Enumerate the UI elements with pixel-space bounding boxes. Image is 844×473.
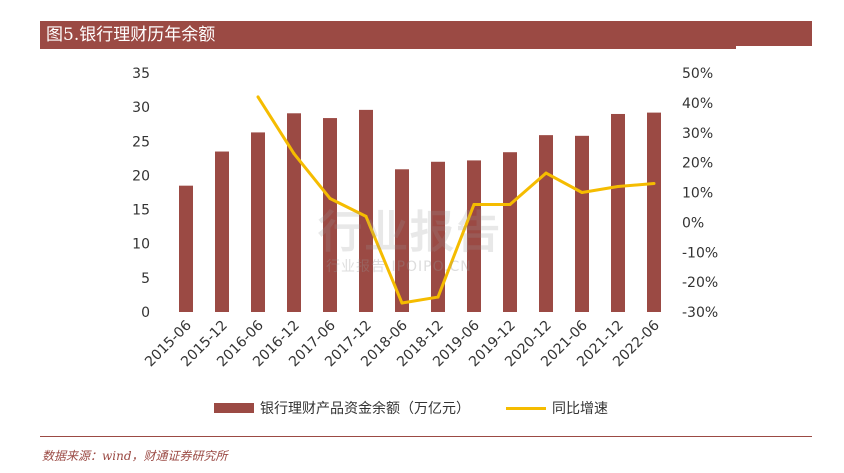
bar-2019-06 [467,160,481,312]
legend: 银行理财产品资金余额（万亿元） 同比增速 [214,397,644,419]
bar-2021-06 [575,135,589,312]
legend-label-line: 同比增速 [552,401,608,417]
right-tick-label: 30% [682,126,713,142]
bar-2022-06 [647,112,661,312]
growth-point-2019-06 [472,202,476,206]
bar-2017-12 [359,109,373,312]
growth-point-2017-12 [364,214,368,218]
left-tick-label: 30 [132,100,150,116]
right-tick-label: 20% [682,156,713,172]
right-tick-label: -30% [682,305,718,321]
growth-point-2016-06 [256,95,260,99]
right-tick-label: -10% [682,245,718,261]
watermark-main: 行业报告 [318,207,502,258]
growth-point-2021-12 [616,185,620,189]
left-tick-label: 20 [132,168,150,184]
right-tick-label: 0% [682,215,704,231]
growth-point-2016-12 [292,152,296,156]
left-tick-label: 15 [132,203,150,219]
bar-2017-06 [323,118,337,312]
left-tick-label: 5 [141,271,150,287]
watermark-sub: 行业报告 IPOIPO.CN [326,259,472,275]
growth-line [256,96,655,305]
right-tick-label: 10% [682,186,713,202]
growth-point-2021-06 [580,191,584,194]
legend-label-bar: 银行理财产品资金余额（万亿元） [260,401,470,417]
legend-item-line: 同比增速 [506,398,608,418]
title-bar-notch [736,46,812,49]
left-tick-label: 0 [141,305,150,321]
bar-2015-06 [179,185,193,312]
left-tick-label: 35 [132,66,150,82]
footer-rule [40,436,812,437]
growth-point-2022-06 [652,182,656,186]
growth-point-2019-12 [508,202,512,206]
left-axis: 0 5 10 15 20 25 30 35 [132,66,150,321]
bar-2016-06 [251,132,265,312]
legend-swatch-bar [214,403,254,413]
bar-2021-12 [611,113,625,312]
line-series [256,95,656,305]
growth-point-2017-06 [328,196,332,200]
chart-title-bar: 图5.银行理财历年余额 [40,21,812,49]
legend-swatch-line [506,406,546,410]
source-note: 数据来源：wind，财通证券研究所 [42,449,228,463]
bar-2019-12 [503,152,517,312]
bar-2018-06 [395,169,409,312]
left-tick-label: 25 [132,134,150,150]
right-axis: -30% -20% -10% 0% 10% 20% 30% 40% 50% [682,66,718,321]
legend-item-bar: 银行理财产品资金余额（万亿元） [214,398,470,418]
right-tick-label: -20% [682,275,718,291]
left-tick-label: 10 [132,237,150,253]
growth-point-2018-12 [436,295,440,299]
bar-2020-12 [539,135,553,312]
bar-series [179,109,661,312]
x-axis: 2015-062015-122016-062016-122017-062017-… [142,317,663,370]
bar-2018-12 [431,161,445,312]
bar-2015-12 [215,151,229,312]
growth-point-2020-12 [544,171,548,175]
chart-title: 图5.银行理财历年余额 [46,25,216,45]
bar-2016-12 [287,113,301,312]
growth-point-2018-06 [400,301,404,305]
right-tick-label: 50% [682,66,713,82]
right-tick-label: 40% [682,96,713,112]
